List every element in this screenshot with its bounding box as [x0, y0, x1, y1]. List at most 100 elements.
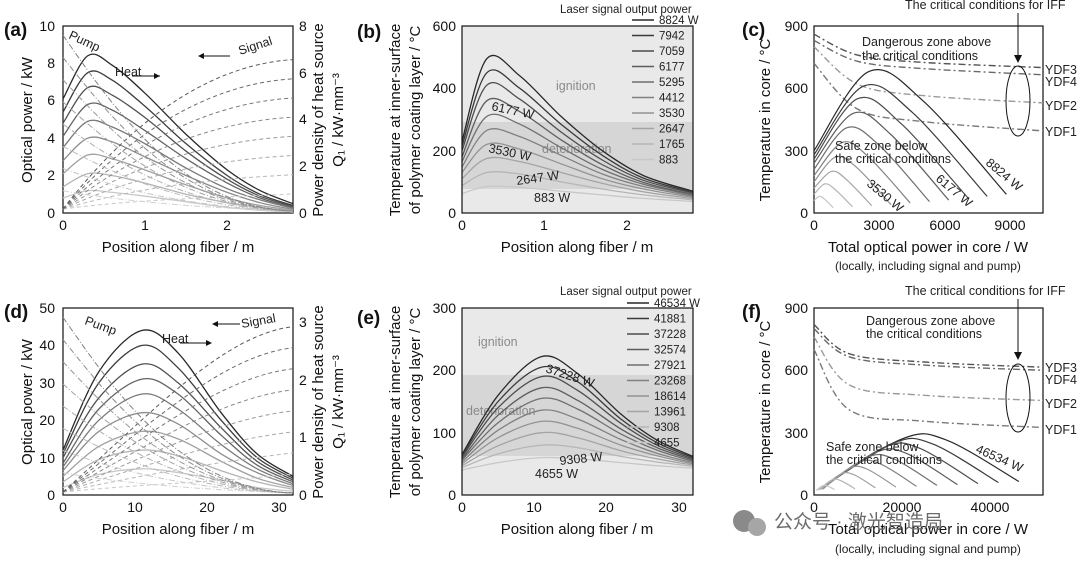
panel-e-x-ticks: 0 10 20 30 — [458, 499, 687, 515]
panel-b-curves — [461, 54, 694, 203]
x-tick-label: 30 — [271, 499, 287, 515]
x-tick-label: 10 — [127, 499, 143, 515]
panel-e-y-ticks: 0 100 200 300 — [433, 300, 457, 503]
signal-curve — [62, 431, 294, 493]
ydf3-label: YDF3 — [1045, 63, 1077, 77]
ydf4-label: YDF4 — [1045, 373, 1077, 387]
panel-a-dashed-curves — [62, 35, 294, 212]
panel-c-y-ticks: 0 300 600 900 — [785, 18, 809, 221]
panel-b-label: (b) — [357, 22, 381, 43]
series-line — [461, 420, 694, 465]
x-tick-label: 1 — [540, 217, 548, 233]
panel-f-label: (f) — [742, 302, 761, 323]
signal-annotation: Signal — [240, 311, 277, 331]
danger-zone-label-2: the critical conditions — [862, 49, 978, 63]
panel-a-x-ticks: 0 1 2 — [59, 217, 231, 233]
legend-item: 6177 — [659, 62, 685, 74]
series-line — [62, 85, 294, 208]
legend-item: 18614 — [654, 391, 687, 403]
panel-e-legend: 46534 W 41881 37228 32574 27921 23268 18614 139… — [627, 298, 700, 450]
series-line — [62, 119, 294, 209]
signal-curve — [62, 193, 294, 210]
series-line — [820, 472, 876, 491]
x-axis-sublabel: (locally, including signal and pump) — [835, 542, 1021, 556]
y-tick-label: 600 — [785, 362, 809, 378]
watermark-text: 公众号 · 激光智造局 — [774, 511, 943, 533]
x-tick-label: 0 — [59, 217, 67, 233]
y2-tick-label: 4 — [299, 111, 307, 127]
y-axis-label-2: of polymer coating layer / °C — [407, 26, 424, 215]
series-line — [813, 83, 988, 197]
y-tick-label: 0 — [800, 487, 808, 503]
series-line — [813, 195, 834, 209]
pump-curve — [62, 57, 294, 212]
series-line — [62, 363, 294, 481]
series-line — [62, 70, 294, 207]
y-tick-label: 900 — [785, 300, 809, 316]
series-line — [461, 171, 694, 201]
series-line — [62, 329, 294, 477]
y2-axis-label: Power density of heat source — [310, 305, 327, 498]
heat-annotation: Heat — [162, 332, 189, 346]
panel-e-frame — [461, 307, 694, 496]
x-axis-label: Position along fiber / m — [501, 239, 654, 256]
x-tick-label: 6000 — [929, 217, 960, 233]
y-tick-label: 900 — [785, 18, 809, 34]
signal-curve — [62, 326, 294, 493]
panel-d: (d) 0 10 20 30 40 50 0 1 2 3 0 10 20 30 … — [4, 300, 347, 538]
y-tick-label: 300 — [433, 300, 457, 316]
legend-item: 41881 — [654, 314, 686, 326]
curve-label: 883 W — [534, 191, 570, 205]
panel-b: (b) ignition deterioration 0 200 400 600… — [357, 4, 699, 256]
pump-curve — [62, 405, 294, 494]
panel-f-curves — [815, 433, 1020, 491]
x-tick-label: 40000 — [971, 499, 1010, 515]
x-tick-label: 20 — [199, 499, 215, 515]
y-tick-label: 2 — [47, 167, 55, 183]
pump-curve — [62, 472, 294, 494]
y-tick-label: 0 — [448, 205, 456, 221]
panel-f-frame — [813, 307, 1044, 496]
y2-tick-label: 6 — [299, 65, 307, 81]
series-line — [461, 444, 694, 469]
pump-curve — [62, 427, 294, 494]
x-tick-label: 3000 — [863, 217, 894, 233]
heat-arrowhead — [154, 73, 160, 79]
x-tick-label: 2 — [223, 217, 231, 233]
danger-zone-label-2: the critical conditions — [866, 327, 982, 341]
y-tick-label: 0 — [47, 205, 55, 221]
x-tick-label: 0 — [458, 499, 466, 515]
signal-curve — [62, 473, 294, 493]
ydf3-label: YDF3 — [1045, 361, 1077, 375]
heat-annotation: Heat — [115, 65, 142, 79]
panel-e-label: (e) — [357, 308, 380, 329]
x-tick-label: 1 — [141, 217, 149, 233]
critical-line — [813, 46, 1044, 104]
series-line — [461, 355, 694, 457]
panel-d-y-ticks: 0 10 20 30 40 50 — [39, 300, 55, 503]
series-line — [461, 397, 694, 462]
critical-line — [813, 336, 1044, 402]
series-line — [813, 126, 930, 202]
panel-a-frame — [62, 25, 294, 214]
legend-item: 46534 W — [654, 298, 700, 310]
y2-axis-label: Power density of heat source — [310, 23, 327, 216]
signal-curve — [62, 154, 294, 210]
x-tick-label: 9000 — [994, 217, 1025, 233]
y2-tick-label: 0 — [299, 487, 307, 503]
legend-item: 4655 — [654, 438, 680, 450]
panel-f-x-ticks: 0 20000 40000 — [810, 499, 1010, 515]
x-axis-label: Total optical power in core / W — [828, 521, 1029, 538]
danger-zone-label: Dangerous zone above — [866, 314, 995, 328]
y-tick-label: 6 — [47, 92, 55, 108]
y2-axis-unit: Q₁ / kW·mm⁻³ — [330, 355, 347, 449]
pump-curve — [62, 168, 294, 212]
y-tick-label: 200 — [433, 362, 457, 378]
pump-annotation: Pump — [83, 314, 119, 338]
ydf1-label: YDF1 — [1045, 125, 1077, 139]
x-tick-label: 0 — [59, 499, 67, 515]
panel-a-label: (a) — [4, 20, 27, 41]
y2-tick-label: 2 — [299, 158, 307, 174]
x-axis-label: Position along fiber / m — [501, 521, 654, 538]
